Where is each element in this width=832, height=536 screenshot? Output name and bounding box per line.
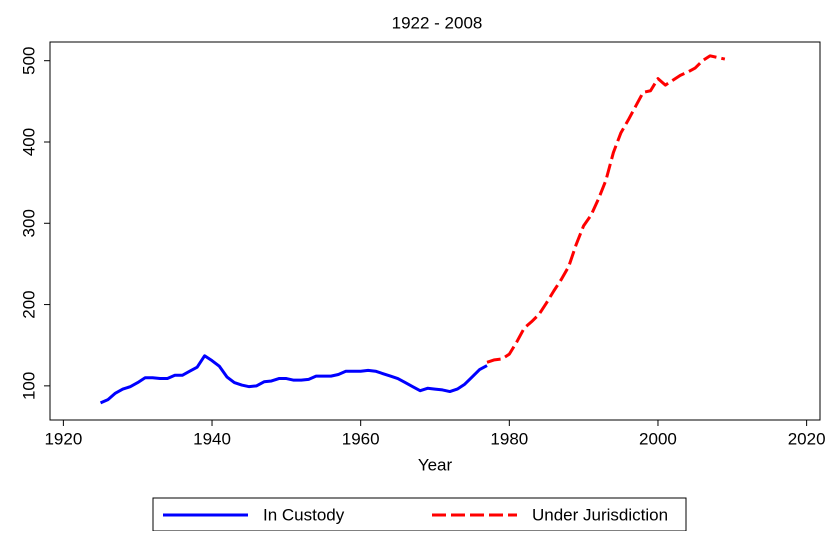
y-tick-label: 500: [19, 47, 38, 75]
y-tick-label: 300: [19, 209, 38, 237]
x-tick-label: 1960: [342, 429, 380, 448]
y-tick-label: 400: [19, 128, 38, 156]
x-tick-label: 1920: [44, 429, 82, 448]
plot-frame: [49, 41, 821, 421]
data-line: [99, 354, 488, 405]
x-tick-label: 2020: [788, 429, 826, 448]
x-tick-label: 2000: [639, 429, 677, 448]
chart-subtitle: 1922 - 2008: [392, 13, 483, 32]
data-line: [486, 54, 726, 364]
x-tick-label: 1940: [193, 429, 231, 448]
legend-label: In Custody: [263, 505, 345, 524]
x-axis-label: Year: [418, 455, 453, 474]
y-tick-label: 100: [19, 372, 38, 400]
x-tick-label: 1980: [490, 429, 528, 448]
legend-label: Under Jurisdiction: [532, 505, 668, 524]
y-tick-label: 200: [19, 290, 38, 318]
